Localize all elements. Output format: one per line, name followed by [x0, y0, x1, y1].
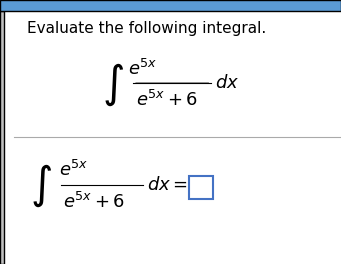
Text: $e^{5x}+6$: $e^{5x}+6$ — [136, 90, 198, 110]
FancyBboxPatch shape — [0, 11, 4, 264]
Text: $e^{5x}$: $e^{5x}$ — [129, 59, 158, 79]
Text: $dx=$: $dx=$ — [147, 176, 187, 194]
FancyBboxPatch shape — [0, 0, 341, 11]
Text: $e^{5x}+6$: $e^{5x}+6$ — [63, 192, 125, 212]
Text: $\int$: $\int$ — [30, 163, 52, 209]
FancyBboxPatch shape — [189, 176, 213, 199]
Text: $\int$: $\int$ — [102, 61, 123, 108]
Text: $dx$: $dx$ — [215, 74, 239, 92]
Text: $e^{5x}$: $e^{5x}$ — [59, 160, 88, 180]
Text: Evaluate the following integral.: Evaluate the following integral. — [27, 21, 267, 36]
